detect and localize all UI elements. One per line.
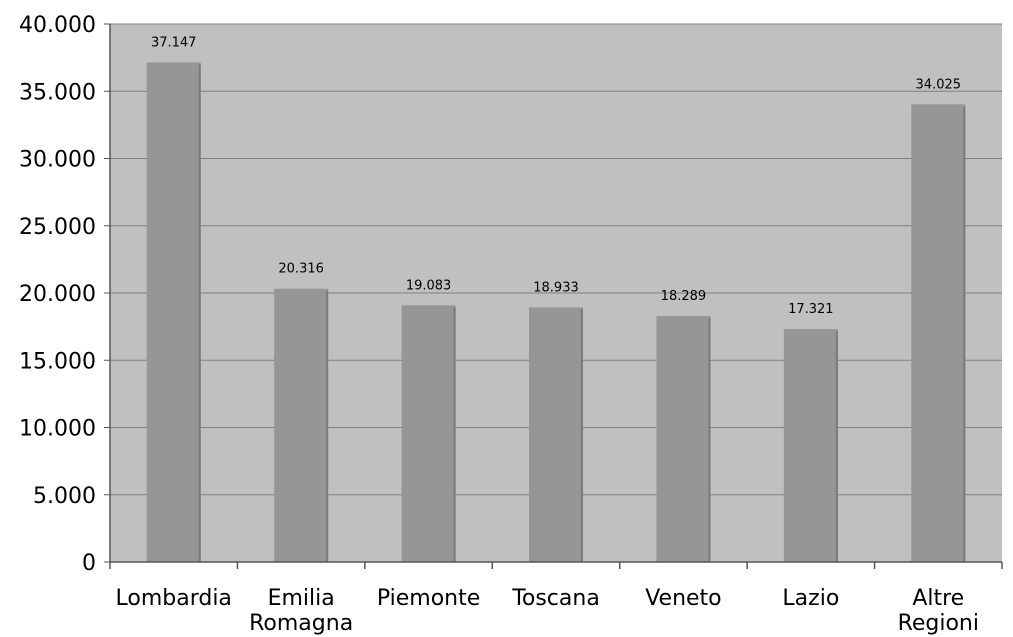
data-labels: 37.147 20.316 19.083 18.933 18.289 17.321 34.0… xyxy=(151,35,961,317)
x-category-label-line: Toscana xyxy=(511,586,600,611)
x-category-label: Toscana xyxy=(511,586,600,611)
bar xyxy=(783,329,838,562)
bar xyxy=(656,316,711,562)
bar-shade xyxy=(963,106,966,563)
y-tick-label: 10.000 xyxy=(19,417,96,442)
x-category-label-line: Lazio xyxy=(782,586,839,611)
y-axis-tick-labels: 0 5.000 10.000 15.000 20.000 25.000 30.000 35.0… xyxy=(19,13,96,576)
x-category-label: Lombardia xyxy=(115,586,231,611)
data-label: 34.025 xyxy=(916,77,962,92)
x-category-label-line: Veneto xyxy=(645,586,721,611)
data-label: 37.147 xyxy=(151,35,197,50)
x-category-label-line: Piemonte xyxy=(377,586,480,611)
data-label: 17.321 xyxy=(788,302,834,317)
x-axis-category-labels: Lombardia Emilia Romagna Piemonte Toscana Ven… xyxy=(115,586,979,636)
x-category-label: Lazio xyxy=(782,586,839,611)
x-category-label-line: Romagna xyxy=(249,611,353,636)
y-tick-label: 20.000 xyxy=(19,282,96,307)
x-category-label-line: Lombardia xyxy=(115,586,231,611)
bar-shade xyxy=(708,318,711,562)
x-category-label-line: Regioni xyxy=(898,611,979,636)
y-tick-label: 5.000 xyxy=(33,484,96,509)
bars xyxy=(146,62,966,563)
bar xyxy=(401,305,456,562)
bar xyxy=(911,104,966,563)
bar-shade xyxy=(581,309,583,562)
y-tick-label: 25.000 xyxy=(19,215,96,240)
x-category-label: Veneto xyxy=(645,586,721,611)
x-category-label-line: Emilia xyxy=(268,586,335,611)
y-tick-label: 15.000 xyxy=(19,349,96,374)
data-label: 18.289 xyxy=(661,289,707,304)
y-tick-label: 40.000 xyxy=(19,13,96,38)
x-category-label: Emilia Romagna xyxy=(249,586,353,636)
data-label: 19.083 xyxy=(406,278,452,293)
data-label: 20.316 xyxy=(278,262,324,277)
y-tick-label: 35.000 xyxy=(19,80,96,105)
x-category-label: Piemonte xyxy=(377,586,480,611)
data-label: 18.933 xyxy=(533,280,579,295)
axes xyxy=(109,24,1003,569)
y-tick-label: 30.000 xyxy=(19,148,96,173)
bar xyxy=(274,288,329,562)
x-category-label: Altre Regioni xyxy=(898,586,979,636)
bar-shade xyxy=(835,331,838,562)
bar xyxy=(529,307,583,562)
bar xyxy=(146,62,201,562)
y-tick-label: 0 xyxy=(82,551,96,576)
bar-shade xyxy=(198,64,201,562)
bar-shade xyxy=(453,307,456,562)
x-category-label-line: Altre xyxy=(912,586,964,611)
bar-shade xyxy=(326,290,329,562)
